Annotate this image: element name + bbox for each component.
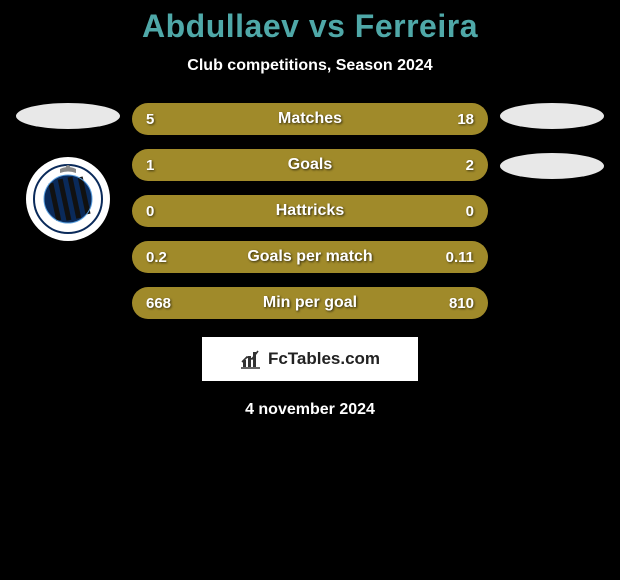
stat-row: 668Min per goal810: [132, 287, 488, 319]
main-area: 5Matches18 1Goals2 0Hattricks0 0.2Goals per…: [0, 103, 620, 319]
stat-row: 5Matches18: [132, 103, 488, 135]
page-title: Abdullaev vs Ferreira: [0, 8, 620, 45]
player-placeholder-left: [16, 103, 120, 129]
player-placeholder-right-1: [500, 103, 604, 129]
brand-label: FcTables.com: [268, 349, 380, 369]
stat-label: Matches: [132, 110, 488, 128]
left-column: [8, 103, 128, 319]
player-placeholder-right-2: [500, 153, 604, 179]
stat-row: 1Goals2: [132, 149, 488, 181]
date-label: 4 november 2024: [0, 401, 620, 419]
infographic-root: Abdullaev vs Ferreira Club competitions,…: [0, 0, 620, 419]
stat-label: Hattricks: [132, 202, 488, 220]
club-badge-left: [26, 157, 110, 241]
bar-chart-icon: [240, 348, 262, 370]
stat-label: Goals per match: [132, 248, 488, 266]
stats-column: 5Matches18 1Goals2 0Hattricks0 0.2Goals per…: [128, 103, 492, 319]
stat-row: 0.2Goals per match0.11: [132, 241, 488, 273]
stat-row: 0Hattricks0: [132, 195, 488, 227]
stat-label: Min per goal: [132, 294, 488, 312]
subtitle: Club competitions, Season 2024: [0, 57, 620, 75]
stat-label: Goals: [132, 156, 488, 174]
club-brugge-icon: [32, 163, 104, 235]
brand-box: FcTables.com: [202, 337, 418, 381]
right-column: [492, 103, 612, 319]
